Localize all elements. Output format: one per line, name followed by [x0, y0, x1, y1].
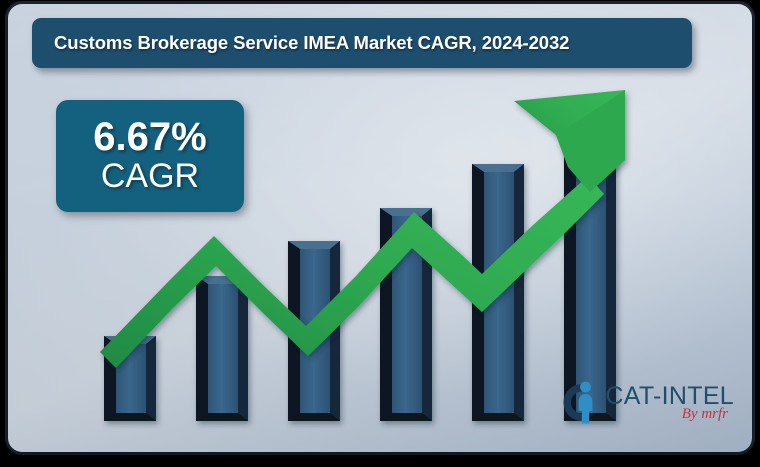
page-title: Customs Brokerage Service IMEA Market CA… [54, 32, 570, 53]
bar-2025 [196, 276, 248, 421]
cat-intel-logo-icon [563, 381, 593, 424]
growth-arrow-icon [100, 90, 625, 368]
title-bar: Customs Brokerage Service IMEA Market CA… [32, 18, 692, 68]
chart-area [8, 4, 752, 452]
bar-chart-with-growth-arrow [100, 90, 625, 421]
logo-text-wrap: CAT-INTEL By mrfr [605, 384, 734, 422]
infographic-card: Customs Brokerage Service IMEA Market CA… [8, 4, 752, 452]
cagr-value: 6.67% [93, 114, 207, 159]
bar-2029 [564, 118, 616, 421]
brand-logo: CAT-INTEL By mrfr [555, 376, 734, 430]
logo-byline: By mrfr [681, 406, 728, 422]
cagr-badge: 6.67% CAGR [56, 100, 244, 212]
logo-wordmark: CAT-INTEL [605, 382, 734, 410]
cagr-label: CAGR [100, 156, 200, 195]
